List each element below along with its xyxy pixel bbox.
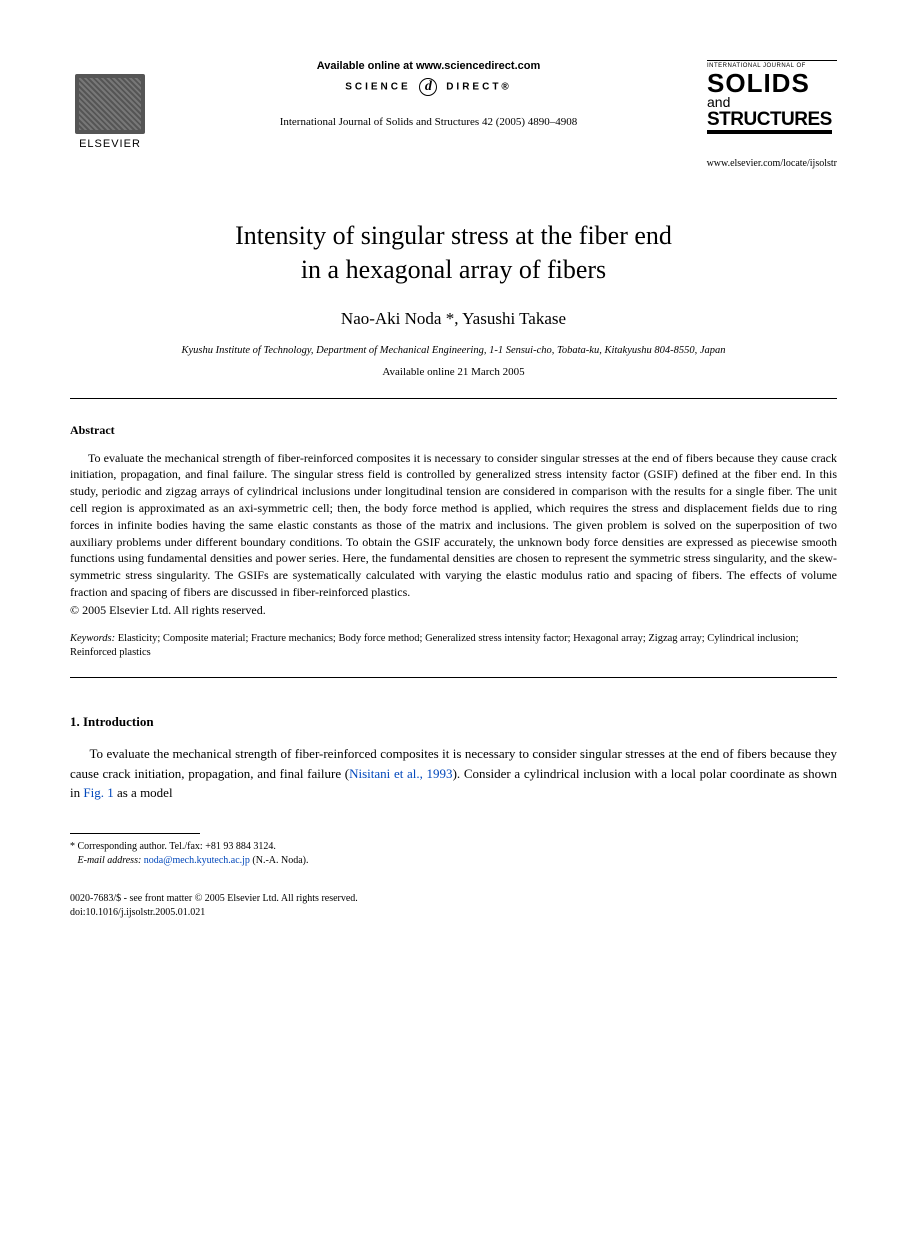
email-footnote: E-mail address: noda@mech.kyutech.ac.jp … (70, 854, 837, 868)
divider (70, 398, 837, 399)
journal-url[interactable]: www.elsevier.com/locate/ijsolstr (70, 158, 837, 169)
doi-line: doi:10.1016/j.ijsolstr.2005.01.021 (70, 906, 837, 920)
keywords: Keywords: Elasticity; Composite material… (70, 632, 837, 661)
journal-logo: INTERNATIONAL JOURNAL OF SOLIDS and STRU… (707, 60, 837, 134)
direct-label: DIRECT® (446, 82, 512, 93)
intro-paragraph: To evaluate the mechanical strength of f… (70, 744, 837, 803)
corresponding-author-footnote: * Corresponding author. Tel./fax: +81 93… (70, 840, 837, 854)
sciencedirect-d-icon: d (419, 78, 437, 96)
citation-text: International Journal of Solids and Stru… (170, 116, 687, 128)
abstract-body: To evaluate the mechanical strength of f… (70, 450, 837, 601)
title-line-1: Intensity of singular stress at the fibe… (235, 221, 672, 250)
journal-structures-label: STRUCTURES (707, 111, 832, 134)
figure-link-1[interactable]: Fig. 1 (83, 785, 113, 800)
email-suffix: (N.-A. Noda). (250, 855, 309, 866)
elsevier-logo: ELSEVIER (70, 60, 150, 150)
article-title: Intensity of singular stress at the fibe… (70, 219, 837, 287)
keywords-list: Elasticity; Composite material; Fracture… (70, 633, 799, 659)
keywords-label: Keywords: (70, 633, 115, 644)
science-label: SCIENCE (345, 82, 410, 93)
title-line-2: in a hexagonal array of fibers (301, 255, 606, 284)
email-label: E-mail address: (78, 855, 142, 866)
center-header: Available online at www.sciencedirect.co… (150, 60, 707, 128)
elsevier-label: ELSEVIER (79, 138, 141, 150)
section-1-heading: 1. Introduction (70, 714, 837, 730)
elsevier-tree-icon (75, 74, 145, 134)
journal-title: SOLIDS and STRUCTURES (707, 71, 837, 134)
available-date: Available online 21 March 2005 (70, 366, 837, 378)
abstract-heading: Abstract (70, 423, 837, 438)
copyright-text: © 2005 Elsevier Ltd. All rights reserved… (70, 603, 837, 618)
email-link[interactable]: noda@mech.kyutech.ac.jp (144, 855, 250, 866)
page-header: ELSEVIER Available online at www.science… (70, 60, 837, 150)
science-direct-logo: SCIENCE d DIRECT® (170, 78, 687, 96)
intro-text-post: as a model (114, 785, 173, 800)
authors: Nao-Aki Noda *, Yasushi Takase (70, 309, 837, 329)
journal-and-label: and (707, 94, 730, 110)
footnote-divider (70, 833, 200, 834)
issn-line: 0020-7683/$ - see front matter © 2005 El… (70, 892, 837, 906)
divider (70, 677, 837, 678)
affiliation: Kyushu Institute of Technology, Departme… (70, 345, 837, 356)
available-online-text: Available online at www.sciencedirect.co… (170, 60, 687, 72)
page-footer: 0020-7683/$ - see front matter © 2005 El… (70, 892, 837, 920)
citation-link-nisitani[interactable]: Nisitani et al., 1993 (349, 766, 452, 781)
